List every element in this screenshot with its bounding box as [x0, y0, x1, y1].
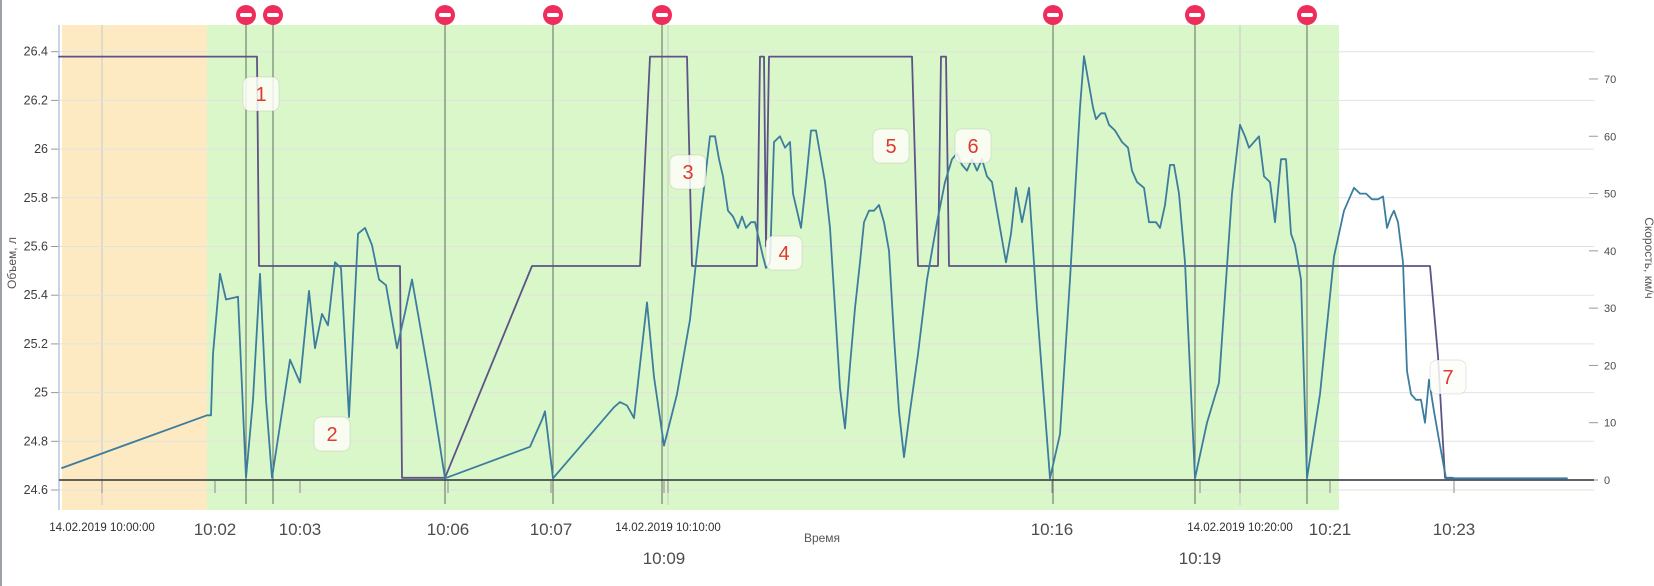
x-tick-label: 10:06 — [427, 520, 470, 539]
stop-pin[interactable] — [652, 5, 672, 25]
left-axis-title: Объем, л — [5, 237, 19, 289]
right-tick-label: 10 — [1604, 418, 1616, 430]
minus-icon — [267, 13, 279, 17]
speed-line — [61, 55, 1568, 480]
x-axis-title: Время — [804, 531, 840, 545]
left-tick-label: 25.4 — [24, 288, 48, 302]
right-tick-label: 20 — [1604, 360, 1616, 372]
stop-pin[interactable] — [1043, 5, 1063, 25]
event-number: 1 — [255, 84, 266, 106]
stop-pin[interactable] — [1185, 5, 1205, 25]
right-tick-label: 40 — [1604, 246, 1616, 258]
minus-icon — [656, 13, 668, 17]
left-tick-label: 25 — [34, 386, 48, 400]
x-tick-label: 10:21 — [1309, 520, 1352, 539]
event-number: 4 — [778, 243, 789, 265]
event-label[interactable]: 7 — [1429, 359, 1467, 395]
x-tick-label: 10:07 — [530, 520, 573, 539]
minus-icon — [240, 13, 252, 17]
event-label[interactable]: 4 — [765, 235, 803, 271]
event-label[interactable]: 3 — [669, 154, 707, 190]
x-tick-label: 14.02.2019 10:00:00 — [49, 522, 155, 534]
event-label-box — [765, 235, 803, 271]
event-label-box — [669, 154, 707, 190]
event-number: 5 — [885, 136, 896, 158]
right-tick-label: 70 — [1604, 74, 1616, 86]
minus-icon — [1301, 13, 1313, 17]
left-tick-label: 25.6 — [24, 240, 48, 254]
event-label-box — [954, 128, 992, 164]
event-label-box — [242, 76, 280, 112]
right-tick-label: 30 — [1604, 303, 1616, 315]
x-tick-label: 10:16 — [1031, 520, 1074, 539]
left-tick-label: 24.8 — [24, 434, 48, 448]
left-tick-label: 25.8 — [24, 191, 48, 205]
x-tick-label: 10:19 — [1179, 549, 1222, 568]
x-tick-label: 14.02.2019 10:20:00 — [1187, 522, 1293, 534]
stop-pin[interactable] — [543, 5, 563, 25]
right-axis-title: Скорость, км/ч — [1642, 217, 1654, 299]
minus-icon — [547, 13, 559, 17]
right-tick-label: 60 — [1604, 131, 1616, 143]
minus-icon — [1189, 13, 1201, 17]
stop-pin[interactable] — [236, 5, 256, 25]
minus-icon — [1047, 13, 1059, 17]
event-number: 3 — [682, 162, 693, 184]
stop-pin[interactable] — [1297, 5, 1317, 25]
event-number: 2 — [326, 424, 337, 446]
stop-pin[interactable] — [263, 5, 283, 25]
right-tick-label: 0 — [1604, 475, 1610, 487]
event-label[interactable]: 6 — [954, 128, 992, 164]
left-tick-label: 26.2 — [24, 93, 48, 107]
left-tick-label: 26.4 — [24, 45, 48, 59]
event-number: 7 — [1442, 367, 1453, 389]
x-tick-label: 10:03 — [279, 520, 322, 539]
left-tick-label: 24.6 — [24, 483, 48, 497]
event-label[interactable]: 1 — [242, 76, 280, 112]
left-tick-label: 25.2 — [24, 337, 48, 351]
stop-pin[interactable] — [435, 5, 455, 25]
volume-line — [58, 55, 1454, 479]
left-tick-label: 26 — [34, 142, 48, 156]
right-tick-label: 50 — [1604, 189, 1616, 201]
x-tick-label: 14.02.2019 10:10:00 — [615, 522, 721, 534]
idle-band — [62, 25, 207, 510]
minus-icon — [439, 13, 451, 17]
x-tick-label: 10:23 — [1433, 520, 1476, 539]
event-label-box — [872, 128, 910, 164]
event-number: 6 — [967, 136, 978, 158]
event-label[interactable]: 2 — [313, 416, 351, 452]
x-tick-label: 10:09 — [643, 549, 686, 568]
event-label-box — [1429, 359, 1467, 395]
event-label[interactable]: 5 — [872, 128, 910, 164]
x-tick-label: 10:02 — [194, 520, 237, 539]
event-label-box — [313, 416, 351, 452]
